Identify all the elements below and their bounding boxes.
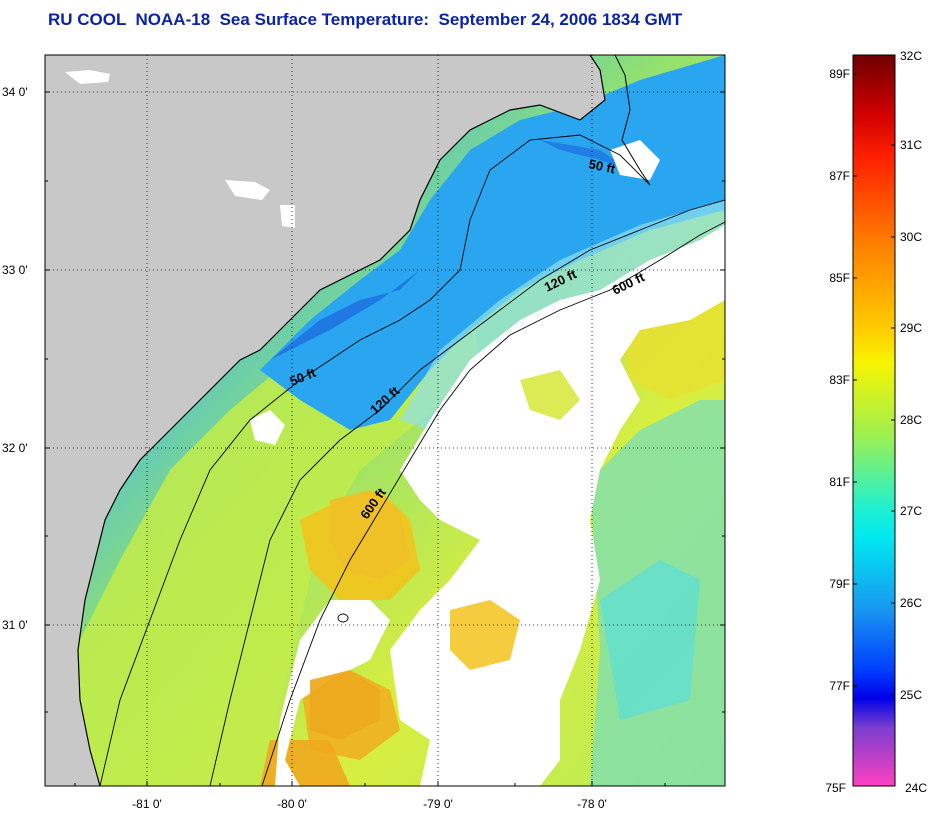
graticule: [45, 55, 725, 786]
lat-label-31: 31 0': [2, 618, 28, 632]
map-title: RU COOL NOAA-18 Sea Surface Temperature:…: [48, 10, 683, 29]
inland-lake-2: [225, 180, 270, 200]
colorbar-label-24c: 24C: [905, 781, 927, 795]
lon-label-78: -78 0': [577, 797, 607, 811]
shelf-coldest-patch: [270, 270, 420, 360]
colorbar-label-32c: 32C: [900, 49, 922, 63]
contour-600ft: [261, 221, 725, 786]
colorbar-label-79f: 79F: [829, 577, 850, 591]
land-mass: [45, 55, 605, 786]
lat-label-33: 33 0': [2, 263, 28, 277]
cloud-mask-small: [610, 140, 660, 180]
colorbar-label-89f: 89F: [829, 67, 850, 81]
colorbar-label-29c: 29C: [900, 321, 922, 335]
map-frame: [44, 54, 726, 787]
barrier-island: [614, 55, 651, 186]
contour-50ft: [99, 134, 651, 786]
warm-patch-1b: [330, 490, 410, 580]
lon-label-81: -81 0': [132, 797, 162, 811]
contour-120ft: [209, 199, 725, 786]
axis-ticks: [45, 91, 725, 786]
colorbar: 32C 31C 30C 29C 28C 27C 26C 25C 24C 89F …: [825, 49, 927, 795]
colorbar-label-75f: 75F: [825, 781, 846, 795]
colorbar-label-85f: 85F: [829, 271, 850, 285]
warm-patch-4b: [450, 600, 520, 670]
inland-lake-3: [280, 205, 295, 228]
colorbar-label-30c: 30C: [900, 230, 922, 244]
lat-label-34: 34 0': [2, 85, 28, 99]
coastline: [77, 55, 606, 786]
lon-label-79: -79 0': [423, 797, 453, 811]
warm-patch-2b: [310, 670, 380, 740]
colorbar-label-28c: 28C: [900, 413, 922, 427]
lon-label-80: -80 0': [277, 797, 307, 811]
contour-600ft-closed: [337, 613, 349, 623]
contour-label-50ft-north: 50 ft: [587, 156, 617, 176]
lat-label-32: 32 0': [2, 441, 28, 455]
cloud-mask-coast: [250, 410, 285, 445]
colorbar-label-27c: 27C: [900, 504, 922, 518]
colorbar-label-83f: 83F: [829, 373, 850, 387]
colorbar-label-31c: 31C: [900, 138, 922, 152]
colorbar-label-25c: 25C: [900, 688, 922, 702]
inland-lake-1: [65, 70, 110, 84]
colorbar-label-81f: 81F: [829, 475, 850, 489]
colorbar-label-26c: 26C: [900, 596, 922, 610]
colorbar-label-87f: 87F: [829, 169, 850, 183]
sst-map: 50 ft 50 ft 120 ft 120 ft 600 ft 600 ft: [45, 55, 725, 786]
warm-patch-5: [520, 370, 580, 420]
shelf-cold-patch-north: [540, 140, 630, 170]
colorbar-label-77f: 77F: [829, 679, 850, 693]
shelf-cool-water: [260, 55, 725, 430]
colorbar-gradient: [853, 55, 895, 786]
offshore-cyan-eddy: [600, 560, 700, 720]
cloud-mask-west: [275, 600, 390, 786]
